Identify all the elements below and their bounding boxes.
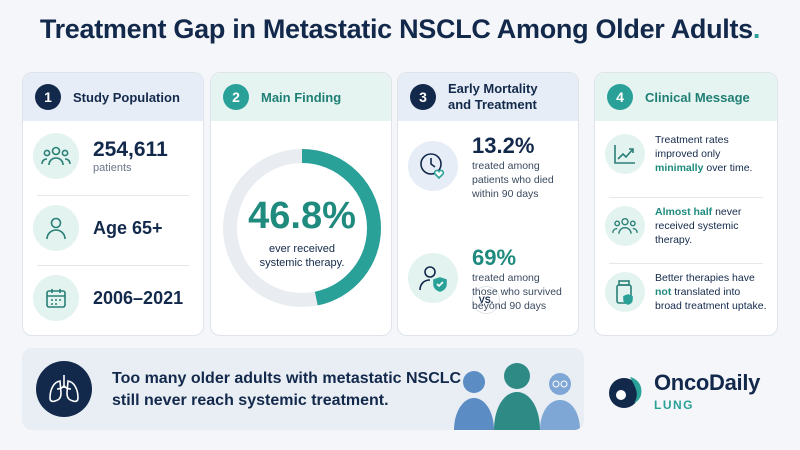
people-group-icon bbox=[33, 133, 79, 179]
trend-up-icon bbox=[605, 134, 645, 175]
years-value: 2006–2021 bbox=[93, 287, 184, 308]
card-heading: Study Population bbox=[73, 89, 180, 105]
ring-fill bbox=[223, 149, 381, 307]
person-icon bbox=[33, 205, 79, 251]
progress-ring: 46.8% ever received systemic therapy. bbox=[221, 139, 383, 317]
stat-died: 13.2% bbox=[472, 133, 535, 158]
calendar-icon bbox=[33, 275, 79, 321]
people-group-icon bbox=[605, 206, 645, 247]
message-row-1: Treatment rates improved only minimally … bbox=[605, 133, 767, 176]
step-number: 1 bbox=[35, 84, 61, 110]
message-2: Almost half never received systemic ther… bbox=[655, 206, 742, 247]
medicine-bottle-icon bbox=[605, 272, 645, 313]
message-row-2: Almost half never received systemic ther… bbox=[605, 205, 767, 248]
stat-survived: 69% bbox=[472, 245, 517, 270]
bottom-banner: Too many older adults with metastatic NS… bbox=[22, 348, 584, 430]
oncodaily-logo-mark bbox=[609, 377, 642, 408]
card-heading: Main Finding bbox=[261, 89, 342, 105]
oncodaily-logo: OncoDaily LUNG bbox=[606, 370, 760, 412]
vs-badge: VS. bbox=[472, 286, 500, 314]
divider bbox=[37, 265, 189, 266]
main-percent: 46.8% bbox=[248, 195, 356, 237]
logo-name: OncoDaily bbox=[654, 370, 761, 395]
clock-heart-icon bbox=[408, 141, 458, 191]
card-header: 3 Early Mortality and Treatment bbox=[398, 73, 578, 121]
page-title: Treatment Gap in Metastatic NSCLC Among … bbox=[39, 14, 761, 44]
years-row: 2006–2021 bbox=[33, 275, 193, 321]
age-row: Age 65+ bbox=[33, 205, 193, 251]
card-early-mortality: 3 Early Mortality and Treatment 13.2% tr… bbox=[397, 72, 579, 336]
person-shield-icon bbox=[408, 253, 458, 303]
step-number: 4 bbox=[607, 84, 633, 110]
survived-row: 69% treated among those who survived bey… bbox=[408, 245, 568, 314]
card-heading: Clinical Message bbox=[645, 89, 750, 105]
step-number: 2 bbox=[223, 84, 249, 110]
message-row-3: Better therapies have not translated int… bbox=[605, 271, 767, 314]
main-caption: ever received systemic therapy. bbox=[259, 243, 345, 270]
card-heading-line1: Early Mortality bbox=[448, 80, 538, 96]
banner-message: Too many older adults with metastatic NS… bbox=[112, 370, 462, 409]
patients-value: 254,611 bbox=[93, 138, 168, 161]
divider bbox=[37, 195, 189, 196]
logo-sub: LUNG bbox=[654, 398, 694, 412]
age-value: Age 65+ bbox=[93, 217, 163, 238]
card-main-finding: 2 Main Finding 46.8% ever received syste… bbox=[210, 72, 392, 336]
message-3: Better therapies have not translated int… bbox=[655, 272, 767, 313]
message-1: Treatment rates improved only minimally … bbox=[655, 134, 753, 175]
step-number: 3 bbox=[410, 84, 436, 110]
divider bbox=[609, 197, 763, 198]
card-study-population: 1 Study Population 254,611 patients Age … bbox=[22, 72, 204, 336]
stat-survived-desc: treated among those who survived beyond … bbox=[472, 272, 562, 313]
died-row: 13.2% treated among patients who died wi… bbox=[408, 133, 568, 202]
card-header: 1 Study Population bbox=[23, 73, 203, 121]
lungs-icon bbox=[36, 361, 92, 417]
card-header: 2 Main Finding bbox=[211, 73, 391, 121]
stat-died-desc: treated among patients who died within 9… bbox=[472, 160, 554, 201]
older-adults-illustration bbox=[452, 358, 582, 430]
divider bbox=[609, 263, 763, 264]
patients-row: 254,611 patients bbox=[33, 133, 193, 179]
patients-label: patients bbox=[93, 162, 132, 174]
card-header: 4 Clinical Message bbox=[595, 73, 777, 121]
card-heading-line2: and Treatment bbox=[448, 97, 537, 112]
card-clinical-message: 4 Clinical Message Treatment rates impro… bbox=[594, 72, 778, 336]
